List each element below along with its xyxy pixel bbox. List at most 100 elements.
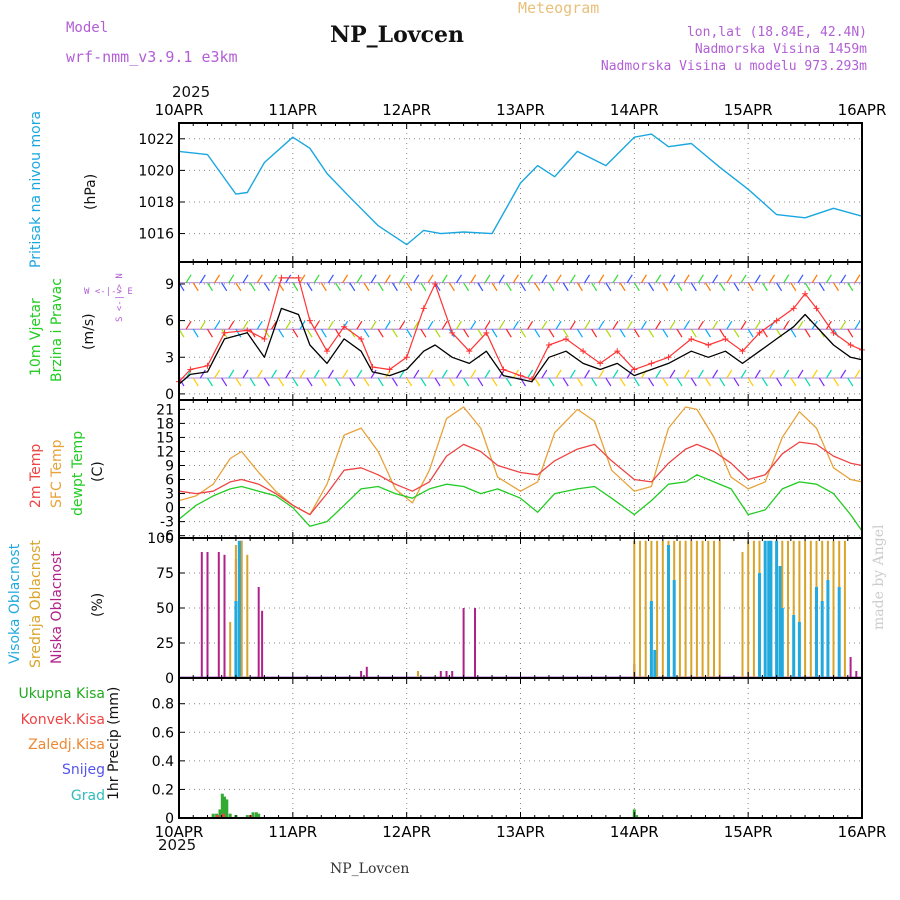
cloud-bar-mid xyxy=(843,540,846,678)
wind-barb xyxy=(633,377,640,387)
cloud-bar-mid xyxy=(804,540,807,678)
wind-barb xyxy=(498,320,505,330)
wind-barb xyxy=(854,274,861,284)
wind-barb xyxy=(712,320,719,330)
wind-barb xyxy=(484,274,491,284)
wind-gust-marker xyxy=(790,305,797,312)
precip-bar xyxy=(211,813,215,818)
wind-barb xyxy=(704,328,712,338)
wind-barb xyxy=(413,320,420,330)
wind-gust-marker xyxy=(597,360,604,367)
wind-barb xyxy=(555,274,562,284)
precip-bar xyxy=(218,809,222,818)
wind-barb xyxy=(427,369,434,379)
wind-barb xyxy=(776,282,783,292)
cloud-bar-high xyxy=(237,540,241,678)
cloud-bar-high xyxy=(775,540,779,678)
wind-barb xyxy=(192,282,199,292)
time-label-bottom: 16APR xyxy=(838,823,887,841)
cloud-bar-high xyxy=(234,601,238,678)
wind-barb xyxy=(747,328,754,338)
wind-barb xyxy=(569,369,576,379)
time-label-bottom: 10APR xyxy=(155,823,204,841)
wind-barb xyxy=(313,274,320,284)
wind-barb xyxy=(285,369,292,379)
wind-gust-marker xyxy=(614,348,621,355)
wind-barb xyxy=(548,282,555,292)
wind-barb xyxy=(633,328,640,338)
y-tick-label: 0 xyxy=(165,501,174,517)
wind-barb xyxy=(413,369,420,379)
wind-barb xyxy=(491,328,498,338)
wind-barb xyxy=(825,369,832,379)
y-tick-label: 1022 xyxy=(138,132,174,148)
wind-barb xyxy=(370,369,377,379)
y-tick-label: 1020 xyxy=(138,163,174,179)
wind-gust-marker xyxy=(665,354,672,361)
wind-barb xyxy=(854,320,861,330)
wind-barb xyxy=(655,274,662,284)
wind-barb xyxy=(626,369,633,379)
wind-barb xyxy=(769,369,776,379)
wind-barb xyxy=(349,377,356,387)
wind-barb xyxy=(790,282,797,292)
wind-gust-marker xyxy=(802,290,809,297)
wind-barb xyxy=(562,282,569,292)
wind-barb xyxy=(797,274,804,284)
wind-barb xyxy=(292,328,299,338)
wind-barb xyxy=(626,320,633,330)
precip-bar xyxy=(635,815,639,818)
meteogram-label: Meteogram xyxy=(518,0,600,17)
wind-barb xyxy=(214,320,221,330)
wind-barb xyxy=(406,328,413,338)
model-elevation-text: Nadmorska Visina u modelu 973.293m xyxy=(600,59,867,74)
wind-gust-marker xyxy=(295,274,302,281)
wind-barb xyxy=(391,328,398,338)
wind-barb xyxy=(690,328,697,338)
wind-barb xyxy=(470,320,477,330)
wind-barb xyxy=(356,320,363,330)
cloud-bar-high xyxy=(667,545,670,678)
wind-speed-line xyxy=(178,307,863,385)
wind-barb xyxy=(669,274,676,284)
wind-barb xyxy=(790,377,797,387)
wind-barb xyxy=(655,369,662,379)
model-label: Model xyxy=(66,20,109,36)
precip-legend-conv: Konvek.Kisa xyxy=(20,712,105,728)
wind-gust-marker xyxy=(341,323,348,330)
wind-barb xyxy=(605,282,612,292)
wind-barb xyxy=(704,282,712,292)
y-tick-label: 25 xyxy=(156,636,174,652)
wind-barb xyxy=(399,320,406,330)
time-label-top: 10APR xyxy=(155,101,204,119)
wind-barb xyxy=(548,328,555,338)
wind-barb xyxy=(498,274,505,284)
wind-barb xyxy=(811,369,818,379)
cloud-bar-mid xyxy=(678,540,681,678)
wind-barb xyxy=(434,328,441,338)
cloud-bar-low xyxy=(360,671,363,678)
wind-barb xyxy=(349,282,356,292)
wind-barb xyxy=(790,328,797,338)
cloud-bar-mid xyxy=(639,540,641,678)
wind-barb xyxy=(783,274,790,284)
wind-barb xyxy=(847,282,854,292)
wind-barb xyxy=(541,320,548,330)
wind-barb xyxy=(306,377,313,387)
precip-bar xyxy=(254,812,258,818)
wind-barb xyxy=(804,377,811,387)
time-label-bottom: 13APR xyxy=(496,823,545,841)
wind-barb xyxy=(306,282,313,292)
wind-barb xyxy=(669,369,676,379)
wind-barb xyxy=(576,377,583,387)
wind-barb xyxy=(818,282,825,292)
wind-barb xyxy=(591,377,598,387)
cloud-bar-mid xyxy=(752,540,755,678)
time-label-bottom: 11APR xyxy=(268,823,317,841)
footer-station: NP_Lovcen xyxy=(330,861,410,877)
cloud-bar-low xyxy=(206,552,209,678)
wind-barb xyxy=(726,274,733,284)
wind-barb xyxy=(377,282,384,292)
wind-barb xyxy=(555,369,562,379)
